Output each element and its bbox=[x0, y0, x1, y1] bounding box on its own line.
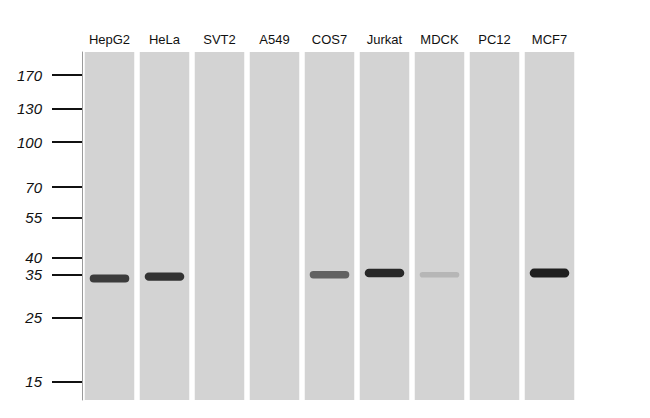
svg-text:170: 170 bbox=[17, 67, 43, 84]
svg-text:70: 70 bbox=[25, 179, 42, 196]
svg-text:100: 100 bbox=[17, 134, 43, 151]
svg-text:25: 25 bbox=[24, 309, 42, 326]
svg-text:SVT2: SVT2 bbox=[203, 32, 236, 47]
svg-text:HeLa: HeLa bbox=[149, 32, 181, 47]
svg-text:130: 130 bbox=[17, 100, 43, 117]
svg-text:A549: A549 bbox=[259, 32, 289, 47]
svg-text:Jurkat: Jurkat bbox=[367, 32, 403, 47]
svg-text:35: 35 bbox=[25, 266, 42, 283]
svg-text:MCF7: MCF7 bbox=[532, 32, 567, 47]
svg-text:PC12: PC12 bbox=[478, 32, 511, 47]
svg-text:MDCK: MDCK bbox=[420, 32, 459, 47]
svg-text:COS7: COS7 bbox=[312, 32, 347, 47]
svg-text:HepG2: HepG2 bbox=[89, 32, 130, 47]
svg-text:40: 40 bbox=[25, 249, 42, 266]
svg-text:15: 15 bbox=[25, 373, 42, 390]
svg-text:55: 55 bbox=[25, 209, 42, 226]
